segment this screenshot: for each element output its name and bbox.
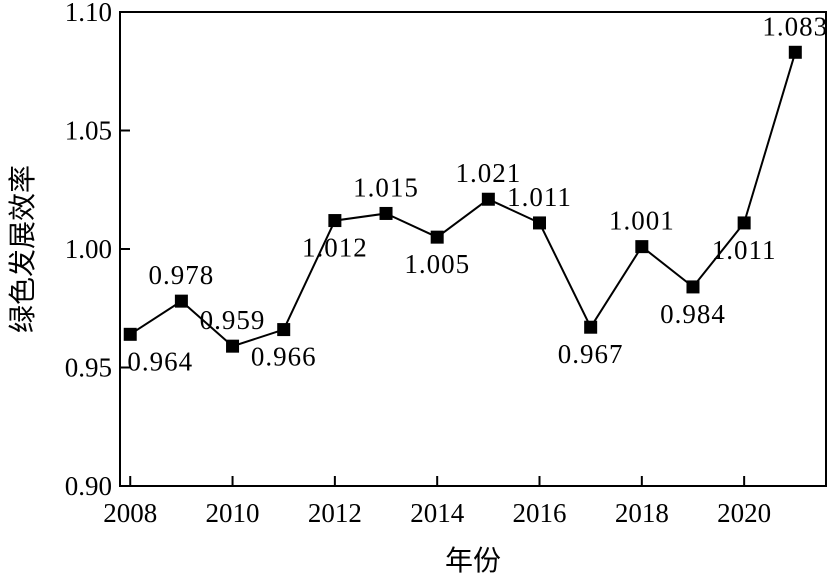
data-label: 1.083 xyxy=(762,11,828,41)
data-point-marker xyxy=(788,45,802,59)
data-label: 1.011 xyxy=(507,182,572,212)
data-label: 0.964 xyxy=(127,346,193,376)
series-line xyxy=(129,52,797,348)
x-tick-label: 2010 xyxy=(206,498,260,528)
y-tick-label: 0.90 xyxy=(65,471,112,501)
data-point-marker xyxy=(328,214,342,228)
y-axis: 0.90 0.95 1.00 1.05 1.10 xyxy=(65,0,130,501)
data-point-marker xyxy=(379,206,393,220)
data-label: 0.984 xyxy=(660,299,726,329)
y-tick-label: 0.95 xyxy=(65,353,112,383)
x-tick-label: 2008 xyxy=(103,498,157,528)
data-point-marker xyxy=(635,240,649,254)
x-tick-label: 2012 xyxy=(308,498,362,528)
x-tick-label: 2018 xyxy=(615,498,669,528)
data-point-marker xyxy=(226,339,240,353)
data-point-marker xyxy=(737,216,751,230)
data-label: 0.966 xyxy=(251,342,317,372)
data-label: 1.001 xyxy=(609,206,675,236)
data-label: 0.959 xyxy=(200,305,266,335)
data-point-marker xyxy=(430,230,444,244)
data-label: 1.015 xyxy=(353,172,419,202)
data-point-marker xyxy=(584,320,598,334)
x-tick-label: 2020 xyxy=(717,498,771,528)
x-tick-label: 2016 xyxy=(513,498,567,528)
x-axis: 2008 2010 2012 2014 2016 2018 2020 xyxy=(103,476,771,528)
y-axis-title: 绿色发展效率 xyxy=(6,165,39,333)
y-tick-label: 1.00 xyxy=(65,234,112,264)
y-tick-label: 1.10 xyxy=(65,0,112,27)
data-label: 0.967 xyxy=(558,339,624,369)
data-label: 1.012 xyxy=(302,233,368,263)
data-label: 0.978 xyxy=(149,260,215,290)
data-label: 1.011 xyxy=(712,235,777,265)
data-point-marker xyxy=(277,323,291,337)
data-point-marker xyxy=(174,294,188,308)
data-labels: 0.964 0.978 0.959 0.966 1.012 1.015 1.005 1.021… xyxy=(127,11,828,376)
data-point-marker xyxy=(533,216,547,230)
x-axis-title: 年份 xyxy=(445,544,501,577)
x-tick-label: 2014 xyxy=(410,498,465,528)
data-point-marker xyxy=(686,280,700,294)
data-markers xyxy=(123,45,802,353)
data-label: 1.005 xyxy=(404,249,470,279)
data-point-marker xyxy=(123,327,137,341)
y-tick-label: 1.05 xyxy=(65,116,112,146)
data-point-marker xyxy=(481,192,495,206)
data-label: 1.021 xyxy=(455,158,521,188)
